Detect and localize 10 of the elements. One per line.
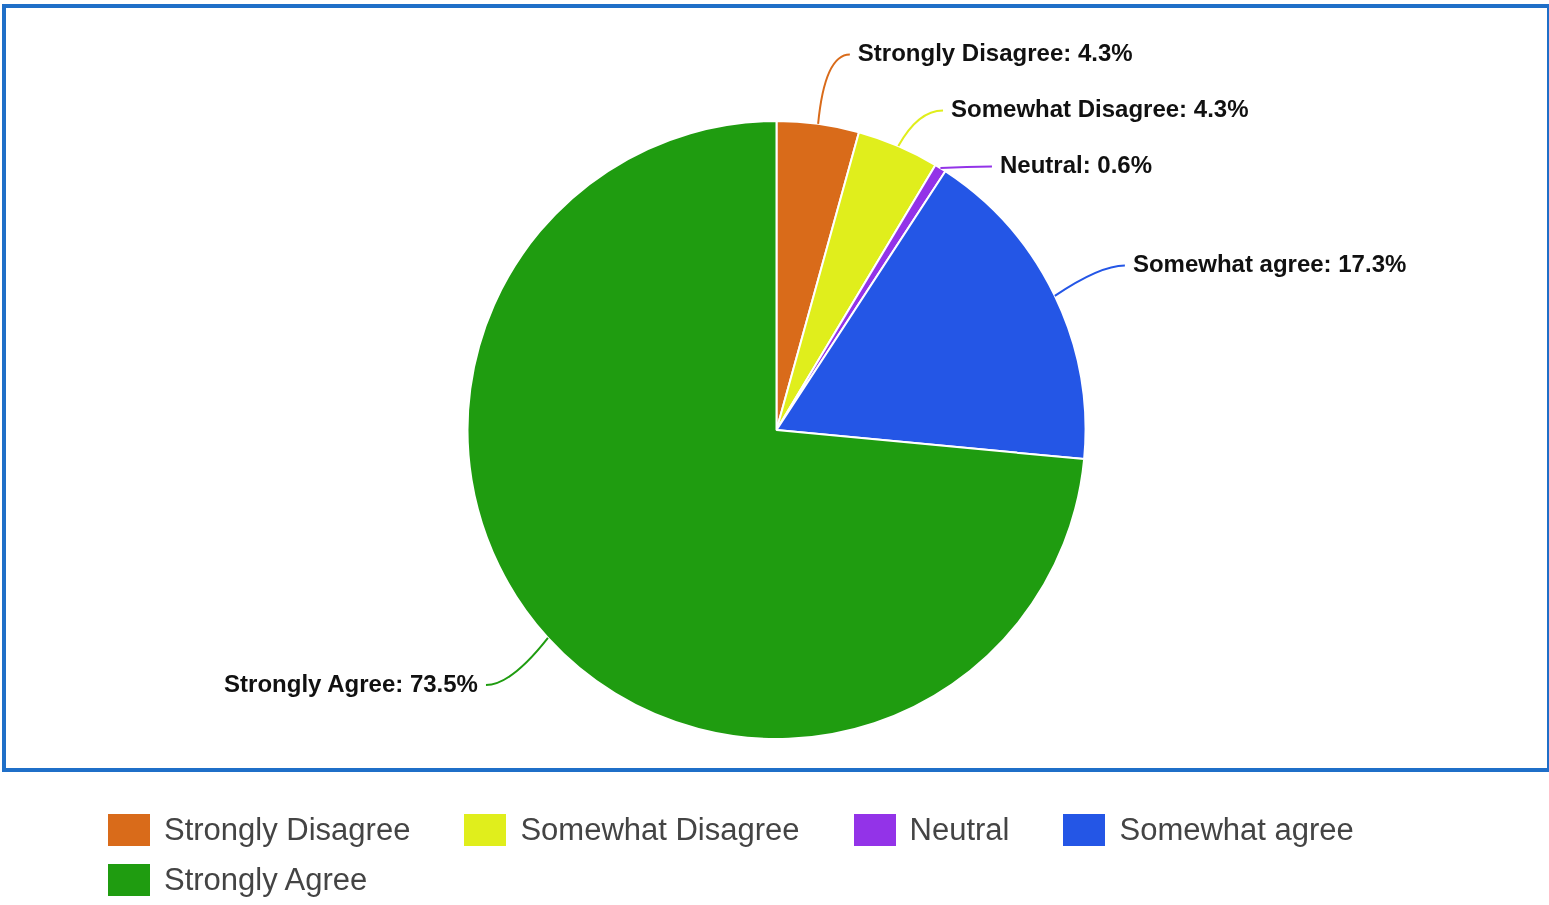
data-label: Strongly Agree: 73.5%: [224, 669, 478, 697]
data-label: Somewhat Disagree: 4.3%: [951, 95, 1249, 123]
data-label: Somewhat agree: 17.3%: [1132, 250, 1407, 278]
data-label: Strongly Disagree: 4.3%: [857, 39, 1133, 67]
legend-label: Strongly Agree: [164, 862, 368, 898]
legend-label: Neutral: [909, 812, 1010, 848]
legend-label: Strongly Disagree: [164, 812, 411, 848]
legend-label: Somewhat Disagree: [520, 812, 800, 848]
legend-label: Somewhat agree: [1119, 812, 1354, 848]
data-label: Neutral: 0.6%: [999, 151, 1153, 179]
